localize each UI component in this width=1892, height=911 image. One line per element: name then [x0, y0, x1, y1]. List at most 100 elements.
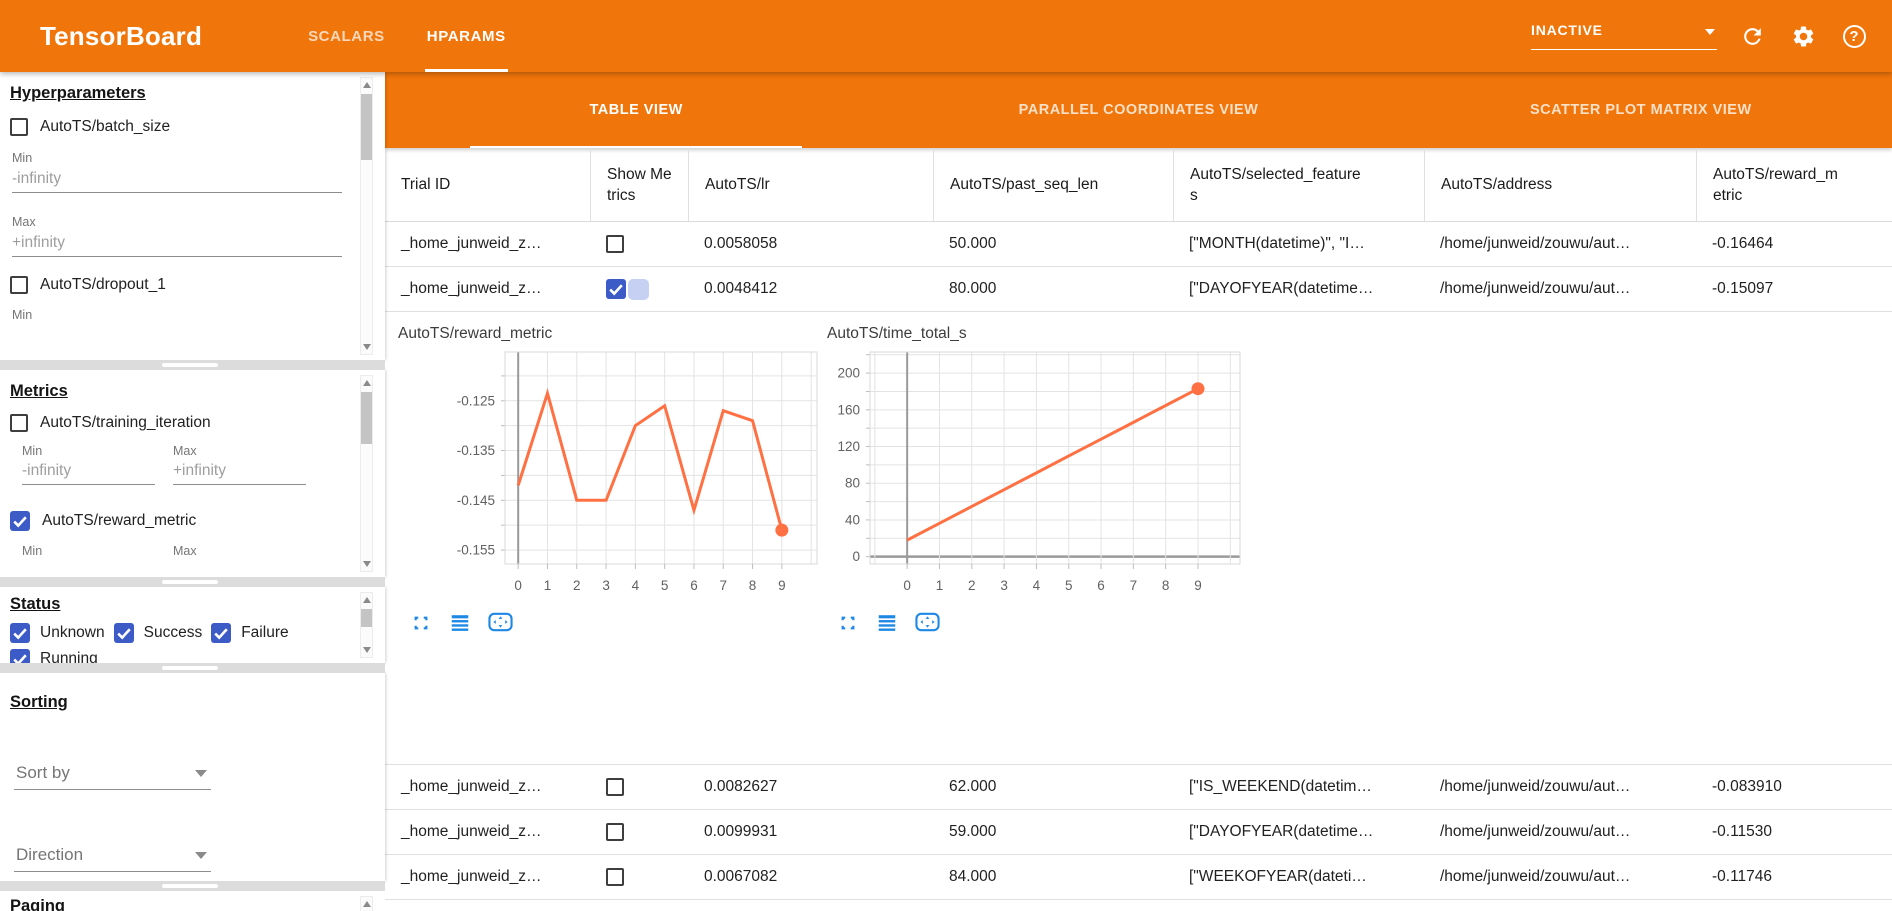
direction-dropdown[interactable]: Direction — [14, 842, 211, 872]
section-resize-handle[interactable] — [0, 881, 385, 891]
hparam-batch-size-row[interactable]: AutoTS/batch_size — [10, 118, 385, 136]
tab-scalars[interactable]: SCALARS — [308, 27, 385, 45]
hparam-dropout-row[interactable]: AutoTS/dropout_1 — [10, 276, 385, 294]
reward-metric-line-chart[interactable]: -0.125 -0.135 -0.145 -0.155 0 1 2 3 4 5 6 7 8 9 — [398, 346, 823, 598]
chart-title: AutoTS/reward_metric — [398, 325, 553, 342]
time-total-line-chart[interactable]: 0 40 80 120 160 200 0 1 2 3 4 5 6 7 8 9 — [827, 346, 1246, 598]
scrollbar-thumb[interactable] — [361, 609, 372, 627]
trial-id-cell: _home_junweid_z… — [401, 280, 542, 297]
lr-cell: 0.0048412 — [704, 280, 778, 297]
status-scrollbar[interactable] — [360, 592, 373, 658]
scroll-down-icon[interactable] — [363, 647, 371, 653]
svg-text:7: 7 — [1130, 578, 1138, 593]
reward-minmax-labels: Min Max — [22, 544, 197, 558]
svg-text:0: 0 — [852, 549, 860, 564]
status-checkbox[interactable] — [113, 623, 134, 643]
paging-scrollbar[interactable] — [360, 896, 373, 911]
scrollbar-thumb[interactable] — [361, 392, 372, 444]
batch-size-checkbox[interactable] — [10, 118, 28, 136]
status-option-failure[interactable]: Failure — [211, 623, 289, 643]
svg-text:1: 1 — [544, 578, 552, 593]
scroll-down-icon[interactable] — [363, 561, 371, 567]
tab-scatter-plot-matrix-view[interactable]: SCATTER PLOT MATRIX VIEW — [1529, 102, 1752, 118]
chart-controls — [410, 612, 828, 634]
sort-by-dropdown[interactable]: Sort by — [14, 760, 211, 790]
show-metrics-checkbox[interactable] — [606, 279, 626, 299]
table-rows-bottom: _home_junweid_z… 0.0082627 62.000 ["IS_WEEK… — [385, 765, 1892, 900]
scroll-up-icon[interactable] — [363, 380, 371, 386]
svg-text:80: 80 — [845, 476, 860, 491]
rows-icon[interactable] — [876, 612, 898, 634]
col-header-show-metrics: Show Metrics — [590, 148, 688, 221]
selected-features-cell: ["DAYOFYEAR(datetime… — [1189, 823, 1374, 840]
svg-text:200: 200 — [837, 366, 860, 381]
paging-section: Paging — [0, 891, 385, 911]
fullscreen-icon[interactable] — [837, 612, 859, 634]
metric-reward-row[interactable]: AutoTS/reward_metric — [10, 511, 385, 531]
svg-text:160: 160 — [837, 402, 860, 417]
status-checkbox[interactable] — [10, 649, 30, 663]
tab-parallel-coordinates-view[interactable]: PARALLEL COORDINATES VIEW — [1018, 102, 1259, 118]
scroll-up-icon[interactable] — [363, 82, 371, 88]
fullscreen-icon[interactable] — [410, 612, 432, 634]
run-status-dropdown[interactable]: INACTIVE — [1531, 22, 1717, 50]
scroll-down-icon[interactable] — [363, 344, 371, 350]
past-seq-len-cell: 62.000 — [949, 778, 997, 795]
svg-text:-0.125: -0.125 — [457, 393, 495, 408]
table-row: _home_junweid_z… 0.0048412 80.000 ["DAYOFYE… — [385, 267, 1892, 312]
scroll-up-icon[interactable] — [363, 901, 371, 907]
svg-text:9: 9 — [1194, 578, 1202, 593]
dropout-checkbox[interactable] — [10, 276, 28, 294]
run-status-label: INACTIVE — [1531, 22, 1603, 38]
lr-cell: 0.0099931 — [704, 823, 778, 840]
section-resize-handle[interactable] — [0, 663, 385, 673]
selected-features-cell: ["MONTH(datetime)", "I… — [1189, 235, 1365, 252]
col-header-lr: AutoTS/lr — [688, 148, 933, 221]
scrollbar-thumb[interactable] — [361, 94, 372, 160]
status-option-running[interactable]: Running — [10, 649, 98, 663]
rows-icon[interactable] — [449, 612, 471, 634]
status-option-unknown[interactable]: Unknown — [10, 623, 105, 643]
svg-text:40: 40 — [845, 512, 860, 527]
max-input[interactable]: +infinity — [173, 458, 306, 485]
scroll-up-icon[interactable] — [363, 597, 371, 603]
status-checkbox[interactable] — [10, 623, 30, 643]
trial-id-cell: _home_junweid_z… — [401, 235, 542, 252]
past-seq-len-cell: 80.000 — [949, 280, 997, 297]
section-resize-handle[interactable] — [0, 360, 385, 370]
metrics-scrollbar[interactable] — [360, 375, 373, 572]
expanded-metrics-panel: AutoTS/reward_metric -0.125 -0.135 -0.145-… — [385, 312, 1892, 765]
svg-text:0: 0 — [903, 578, 911, 593]
status-option-success[interactable]: Success — [113, 623, 202, 643]
show-metrics-checkbox[interactable] — [606, 778, 624, 796]
max-input[interactable]: +infinity — [12, 229, 342, 257]
metric-training-iteration-row[interactable]: AutoTS/training_iteration — [10, 414, 385, 432]
svg-text:1: 1 — [936, 578, 944, 593]
sidebar: Hyperparameters AutoTS/batch_size Min -i… — [0, 72, 385, 911]
refresh-icon[interactable] — [1739, 23, 1765, 49]
lr-cell: 0.0067082 — [704, 868, 778, 885]
min-input[interactable]: -infinity — [12, 165, 342, 193]
address-cell: /home/junweid/zouwu/aut… — [1440, 280, 1631, 297]
status-checkbox[interactable] — [211, 623, 232, 643]
reward-metric-checkbox[interactable] — [10, 511, 30, 531]
col-header-selected-features: AutoTS/selected_features — [1173, 148, 1424, 221]
batch-size-max-field: Max +infinity — [12, 215, 342, 257]
training-iteration-checkbox[interactable] — [10, 414, 28, 432]
show-metrics-checkbox[interactable] — [606, 235, 624, 253]
show-metrics-checkbox[interactable] — [606, 823, 624, 841]
min-input[interactable]: -infinity — [22, 458, 155, 485]
sorting-heading: Sorting — [10, 693, 68, 711]
section-resize-handle[interactable] — [0, 577, 385, 587]
help-icon[interactable]: ? — [1841, 23, 1867, 49]
tab-hparams[interactable]: HPARAMS — [406, 0, 527, 72]
hyperparameters-scrollbar[interactable] — [360, 77, 373, 355]
svg-text:0: 0 — [514, 578, 522, 593]
tab-table-view[interactable]: TABLE VIEW — [385, 72, 887, 148]
pan-icon[interactable] — [488, 612, 513, 634]
pan-icon[interactable] — [915, 612, 940, 634]
chevron-down-icon — [195, 852, 207, 859]
svg-text:120: 120 — [837, 439, 860, 454]
settings-gear-icon[interactable] — [1790, 23, 1816, 49]
show-metrics-checkbox[interactable] — [606, 868, 624, 886]
